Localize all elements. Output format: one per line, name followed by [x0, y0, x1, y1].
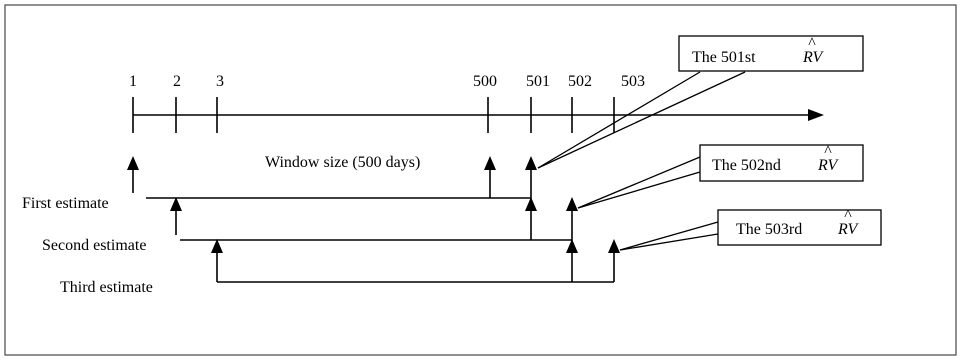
first-estimate-arrowhead-window: [484, 156, 496, 170]
tick-labels: 1 2 3 500 501 502 503: [129, 73, 645, 90]
third-estimate-arrowhead-end: [608, 239, 620, 253]
callout-501st: The 501st ^ RV: [678, 35, 864, 72]
callout-503-pointer-a: [619, 221, 719, 251]
callout-503rd-symbol: RV: [837, 221, 859, 238]
callout-503-pointer-b: [619, 233, 719, 251]
tick-label-2: 2: [173, 73, 181, 90]
callout-502nd-text: The 502nd: [712, 157, 781, 174]
diagram-frame: [4, 4, 957, 356]
third-estimate-window: [211, 239, 620, 283]
callout-502nd: The 502nd ^ RV: [699, 143, 864, 182]
callout-502-pointer-b: [577, 171, 701, 209]
callout-503rd-text: The 503rd: [736, 221, 802, 238]
callout-501st-symbol: RV: [802, 49, 824, 66]
tick-label-502: 502: [568, 73, 592, 90]
first-estimate-arrowhead-end: [525, 156, 537, 170]
third-estimate-arrowhead-window: [566, 239, 578, 253]
callout-501-pointer-b: [537, 71, 746, 169]
callout-503rd-hat: ^: [844, 207, 852, 224]
callout-502-pointer-a: [577, 156, 701, 209]
second-estimate-arrowhead-window: [525, 197, 537, 211]
tick-marks: [132, 97, 615, 133]
second-estimate-label-backing: [40, 235, 180, 252]
tick-label-500: 500: [473, 73, 497, 90]
tick-label-1: 1: [129, 73, 137, 90]
callout-502nd-hat: ^: [824, 143, 832, 160]
tick-label-501: 501: [526, 73, 550, 90]
second-estimate-arrowhead-end: [566, 197, 578, 211]
callout-501st-text: The 501st: [692, 49, 756, 66]
callout-501st-hat: ^: [808, 35, 816, 52]
tick-label-3: 3: [216, 73, 224, 90]
callout-501-pointer-a: [537, 71, 701, 169]
first-estimate-label: First estimate: [22, 195, 109, 212]
third-estimate-label: Third estimate: [60, 279, 153, 296]
callout-502nd-symbol: RV: [817, 157, 839, 174]
second-estimate-label: Second estimate: [42, 237, 146, 254]
callout-pointers: [537, 71, 746, 251]
callout-503rd-box: [717, 209, 882, 246]
third-estimate-arrowhead-start: [211, 239, 223, 253]
second-estimate-arrowhead-start: [170, 197, 182, 211]
window-size-label: Window size (500 days): [265, 154, 420, 171]
callout-501st-box: [678, 35, 864, 72]
callout-503rd: The 503rd ^ RV: [717, 207, 882, 246]
callout-502nd-box: [699, 144, 864, 182]
first-estimate-arrowhead-start: [127, 156, 139, 170]
first-estimate-label-backing: [20, 193, 146, 210]
tick-label-503: 503: [621, 73, 645, 90]
second-estimate-window: [170, 197, 578, 282]
